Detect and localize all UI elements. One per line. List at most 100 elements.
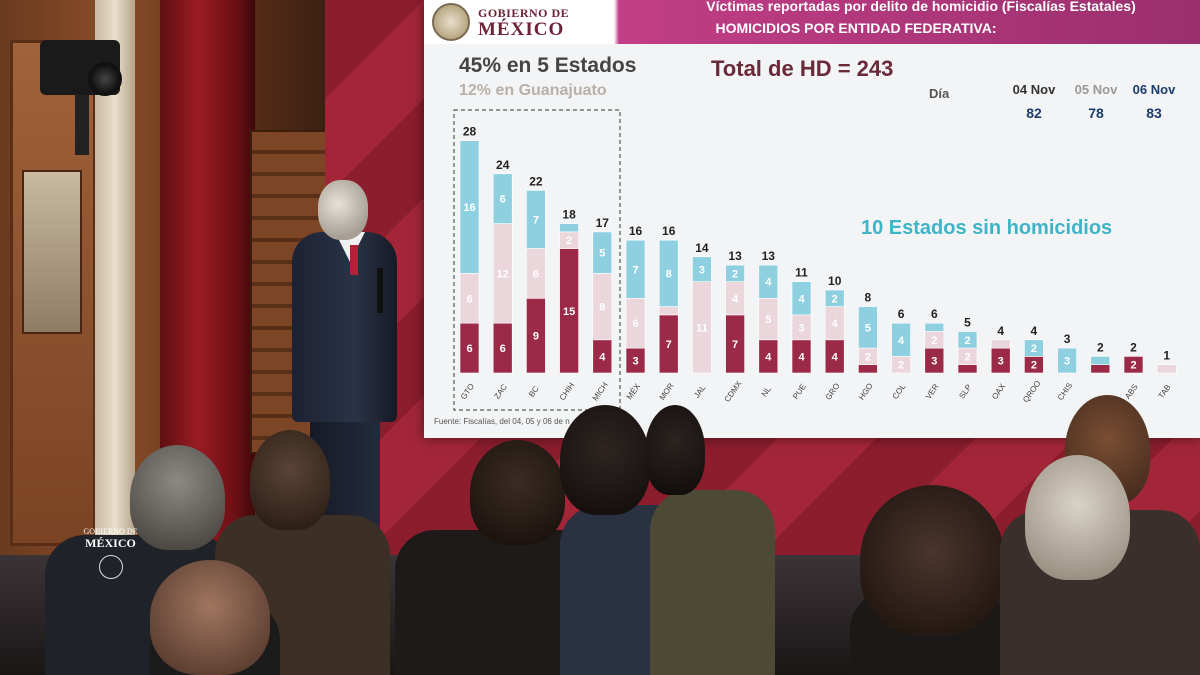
gobierno-logo: GOBIERNO DE MÉXICO bbox=[432, 3, 614, 41]
segment-label: 3 bbox=[632, 356, 638, 368]
category-label: CHIH bbox=[558, 381, 577, 402]
day-column-1: 04 Nov 82 bbox=[1004, 82, 1064, 121]
camera-lens bbox=[88, 62, 122, 96]
category-label: ZAC bbox=[492, 382, 509, 400]
total-label: 1 bbox=[1163, 349, 1170, 363]
audience-head bbox=[130, 445, 225, 550]
segment-label: 4 bbox=[798, 293, 805, 305]
segment-label: 3 bbox=[699, 264, 705, 276]
category-label: VER bbox=[924, 382, 941, 401]
total-label: 16 bbox=[662, 224, 676, 238]
segment-label: 8 bbox=[599, 302, 605, 314]
segment-label: 2 bbox=[964, 335, 970, 347]
total-label: 13 bbox=[762, 249, 776, 263]
category-label: GTO bbox=[459, 382, 476, 401]
segment-label: 6 bbox=[533, 268, 539, 280]
total-label: 22 bbox=[529, 174, 543, 188]
highlight-box bbox=[453, 109, 621, 411]
day-column-3: 06 Nov 83 bbox=[1124, 82, 1184, 121]
gobierno-watermark: GOBIERNO DE MÉXICO bbox=[78, 527, 143, 579]
bar-segment bbox=[891, 322, 911, 357]
segment-label: 2 bbox=[865, 351, 871, 363]
speaker-head bbox=[318, 180, 368, 240]
segment-label: 8 bbox=[666, 268, 672, 280]
segment-label: 4 bbox=[832, 318, 839, 330]
segment-label: 4 bbox=[765, 351, 772, 363]
slide-header: GOBIERNO DE MÉXICO Víctimas reportadas p… bbox=[424, 0, 1200, 44]
watermark-top: GOBIERNO DE bbox=[83, 527, 138, 536]
segment-label: 2 bbox=[832, 293, 838, 305]
day-value: 78 bbox=[1088, 105, 1104, 121]
day-value: 82 bbox=[1026, 105, 1042, 121]
source-note: Fuente: Fiscalías, del 04, 05 y 06 de n bbox=[434, 417, 570, 426]
total-label: 24 bbox=[496, 158, 510, 172]
segment-label: 4 bbox=[599, 351, 606, 363]
bar-segment bbox=[791, 281, 812, 316]
total-label: 18 bbox=[562, 208, 576, 222]
segment-label: 2 bbox=[898, 360, 904, 372]
total-label: 5 bbox=[964, 316, 971, 330]
bar-segment bbox=[1123, 356, 1144, 374]
segment-label: 7 bbox=[533, 214, 539, 226]
day-date: 06 Nov bbox=[1132, 82, 1176, 97]
audience-head bbox=[470, 440, 565, 545]
bar-segment bbox=[858, 364, 878, 374]
presentation-screen: GOBIERNO DE MÉXICO Víctimas reportadas p… bbox=[424, 0, 1200, 438]
bar-segment bbox=[658, 239, 679, 307]
segment-label: 5 bbox=[765, 314, 771, 326]
segment-label: 9 bbox=[533, 331, 539, 343]
seal-icon bbox=[98, 555, 123, 579]
total-label: 6 bbox=[898, 307, 905, 321]
bar-segment bbox=[658, 306, 679, 316]
category-label: GRO bbox=[824, 382, 842, 402]
segment-label: 6 bbox=[500, 194, 506, 206]
stat-total: Total de HD = 243 bbox=[711, 56, 894, 81]
category-label: CHIS bbox=[1056, 381, 1074, 402]
category-label: TAB bbox=[1157, 383, 1173, 400]
tie bbox=[350, 245, 358, 275]
segment-label: 2 bbox=[1031, 360, 1037, 372]
segment-label: 16 bbox=[463, 202, 475, 214]
stat-sub: 12% en Guanajuato bbox=[459, 82, 607, 99]
bar-segment bbox=[824, 289, 845, 307]
segment-label: 6 bbox=[500, 343, 506, 355]
day-column-2: 05 Nov 78 bbox=[1066, 82, 1126, 121]
day-value: 83 bbox=[1146, 105, 1162, 121]
audience-head bbox=[250, 430, 330, 530]
day-date: 04 Nov bbox=[1012, 82, 1056, 97]
segment-label: 5 bbox=[599, 248, 605, 260]
category-label: JAL bbox=[692, 383, 708, 400]
bar-segment bbox=[592, 231, 613, 274]
audience-head bbox=[1025, 455, 1130, 580]
segment-label: 5 bbox=[865, 322, 871, 334]
window-glass bbox=[22, 170, 82, 334]
bar-segment bbox=[526, 190, 546, 249]
segment-label: 2 bbox=[566, 235, 572, 247]
segment-label: 3 bbox=[798, 322, 804, 334]
bar-segment bbox=[692, 256, 712, 282]
segment-label: 7 bbox=[666, 339, 672, 351]
category-label: PUE bbox=[791, 382, 808, 401]
segment-label: 4 bbox=[798, 351, 805, 363]
segment-label: 4 bbox=[732, 293, 739, 305]
bar-segment bbox=[1090, 364, 1111, 374]
total-label: 13 bbox=[728, 249, 742, 263]
segment-label: 2 bbox=[931, 335, 937, 347]
category-label: MÉX bbox=[625, 381, 643, 401]
segment-label: 2 bbox=[964, 351, 970, 363]
total-label: 10 bbox=[828, 274, 842, 288]
segment-label: 15 bbox=[563, 306, 575, 318]
total-label: 3 bbox=[1064, 332, 1071, 346]
segment-label: 4 bbox=[765, 277, 772, 289]
segment-label: 3 bbox=[931, 356, 937, 368]
category-label: CDMX bbox=[723, 379, 744, 404]
category-label: QROO bbox=[1021, 379, 1042, 404]
segment-label: 4 bbox=[898, 335, 905, 347]
segment-label: 6 bbox=[466, 343, 472, 355]
segment-label: 2 bbox=[732, 268, 738, 280]
bar-segment bbox=[1024, 339, 1044, 357]
bar-segment bbox=[957, 364, 978, 374]
total-label: 6 bbox=[931, 307, 938, 321]
category-label: OAX bbox=[990, 382, 1007, 402]
microphone-icon bbox=[377, 268, 383, 313]
